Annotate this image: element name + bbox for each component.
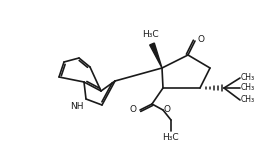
Text: H₃C: H₃C (142, 30, 158, 39)
Text: H₃C: H₃C (162, 133, 178, 142)
Text: O: O (198, 35, 205, 44)
Text: O: O (164, 104, 171, 113)
Text: CH₃: CH₃ (241, 82, 255, 92)
Polygon shape (150, 43, 162, 68)
Text: O: O (130, 104, 137, 113)
Text: CH₃: CH₃ (241, 94, 255, 103)
Text: NH: NH (70, 102, 84, 111)
Text: CH₃: CH₃ (241, 72, 255, 82)
